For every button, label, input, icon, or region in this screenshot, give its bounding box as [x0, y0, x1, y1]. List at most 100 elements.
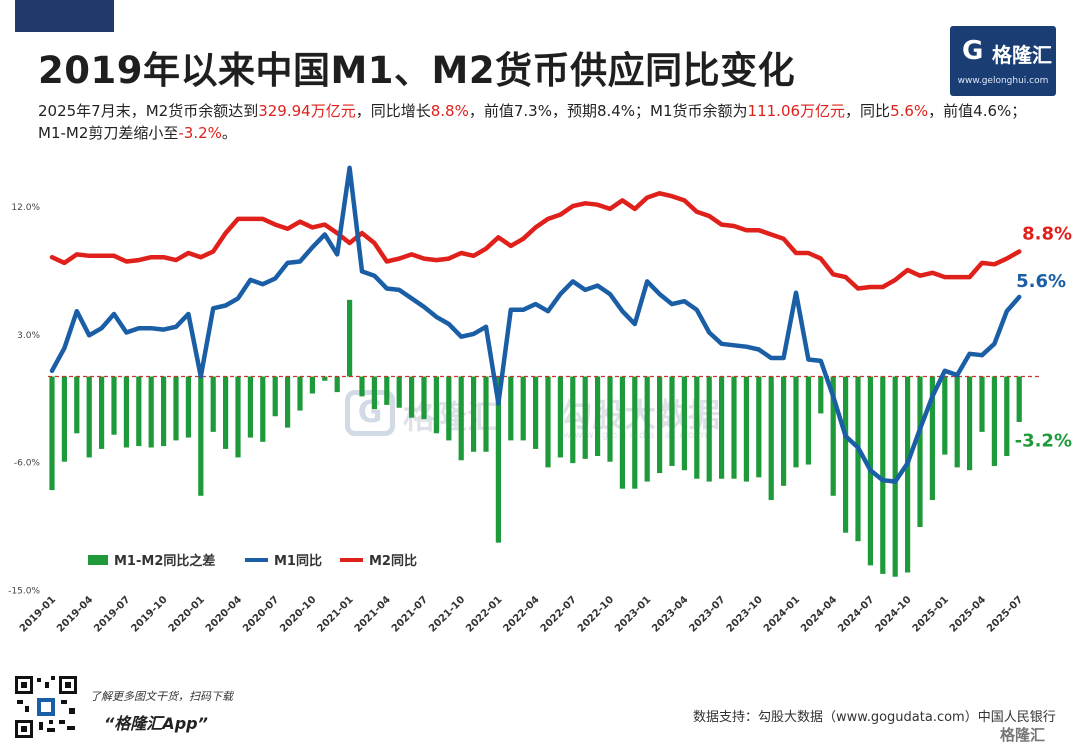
bar-m1-m2-diff	[421, 376, 427, 420]
bar-m1-m2-diff	[247, 376, 253, 438]
bar-m1-m2-diff	[557, 376, 563, 458]
summary-part: ，前值4.6%；M1-M2剪刀差缩小至	[38, 102, 1027, 142]
bar-m1-m2-diff	[954, 376, 960, 468]
bar-m1-m2-diff	[334, 376, 340, 393]
x-tick-label: 2024-04	[799, 594, 839, 634]
bar-m1-m2-diff	[433, 376, 439, 434]
x-tick-label: 2025-04	[948, 594, 988, 634]
bar-m1-m2-diff	[619, 376, 625, 489]
bar-m1-m2-diff	[99, 376, 105, 449]
logo-mark-icon: G	[962, 36, 984, 66]
x-tick-label: 2022-07	[539, 594, 579, 634]
x-tick-label: 2021-04	[353, 594, 393, 634]
summary-part: ，同比增长	[355, 102, 431, 120]
bar-m1-m2-diff	[136, 376, 142, 447]
brand-logo[interactable]: G 格隆汇 www.gelonghui.com	[950, 26, 1056, 96]
end-label-m2: 8.8%	[1022, 224, 1072, 245]
bar-m1-m2-diff	[681, 376, 687, 471]
bar-m1-m2-diff	[892, 376, 898, 577]
bar-m1-m2-diff	[86, 376, 92, 458]
bar-m1-m2-diff	[991, 376, 997, 466]
bar-m1-m2-diff	[297, 376, 303, 411]
bar-m1-m2-diff	[61, 376, 67, 462]
x-tick-label: 2021-10	[427, 594, 467, 634]
x-tick-label: 2020-10	[278, 594, 318, 634]
bar-m1-m2-diff	[644, 376, 650, 482]
bar-m1-m2-diff	[830, 376, 836, 496]
bar-m1-m2-diff	[508, 376, 514, 441]
x-tick-label: 2025-01	[911, 594, 951, 634]
bar-m1-m2-diff	[731, 376, 737, 479]
bar-m1-m2-diff	[917, 376, 923, 528]
y-tick-label: 12.0%	[11, 203, 40, 213]
bar-m1-m2-diff	[781, 376, 787, 486]
y-tick-label: -15.0%	[8, 587, 40, 597]
bar-m1-m2-diff	[805, 376, 811, 465]
watermark-logo-icon: G	[345, 390, 395, 436]
bar-m1-m2-diff	[657, 376, 663, 474]
bar-m1-m2-diff	[285, 376, 291, 428]
qr-code-icon[interactable]	[13, 674, 79, 740]
bar-m1-m2-diff	[309, 376, 315, 394]
bar-m1-m2-diff	[669, 376, 675, 466]
legend-label-m2: M2同比	[369, 553, 417, 569]
bar-m1-m2-diff	[148, 376, 154, 448]
download-hint: 了解更多图文干货，扫码下载	[90, 690, 233, 703]
footer-brand: 格隆汇	[1000, 726, 1046, 744]
summary-m1-balance: 111.06万亿元	[747, 102, 846, 120]
bar-m1-m2-diff	[793, 376, 799, 468]
bar-m1-m2-diff	[719, 376, 725, 479]
data-source: 数据支持：勾股大数据（www.gogudata.com）中国人民银行	[693, 710, 1056, 725]
x-tick-label: 2025-07	[985, 594, 1025, 634]
y-tick-label: -6.0%	[14, 459, 41, 469]
legend-swatch-diff	[88, 555, 108, 565]
bar-m1-m2-diff	[322, 376, 328, 381]
x-tick-label: 2020-04	[204, 594, 244, 634]
bar-m1-m2-diff	[520, 376, 526, 441]
bar-m1-m2-diff	[905, 376, 911, 573]
summary-part: ，同比	[845, 102, 891, 120]
corner-accent-bar	[15, 0, 114, 32]
x-tick-label: 2022-01	[464, 594, 504, 634]
summary-scissors-gap: -3.2%	[178, 124, 222, 142]
summary-text: 2025年7月末，M2货币余额达到329.94万亿元，同比增长8.8%，前值7.…	[38, 100, 1028, 144]
bar-m1-m2-diff	[607, 376, 613, 462]
bar-m1-m2-diff	[173, 376, 179, 441]
x-tick-label: 2023-10	[725, 594, 765, 634]
x-tick-label: 2019-04	[55, 594, 95, 634]
bar-m1-m2-diff	[1016, 376, 1022, 422]
x-tick-label: 2019-01	[18, 594, 58, 634]
bar-m1-m2-diff	[198, 376, 204, 496]
x-tick-label: 2023-04	[650, 594, 690, 634]
x-tick-label: 2023-01	[613, 594, 653, 634]
logo-url: www.gelonghui.com	[957, 76, 1049, 86]
page-title: 2019年以来中国M1、M2货币供应同比变化	[38, 49, 796, 92]
bar-m1-m2-diff	[409, 376, 415, 418]
bar-m1-m2-diff	[446, 376, 452, 441]
x-tick-label: 2022-10	[576, 594, 616, 634]
y-tick-label: 3.0%	[17, 331, 40, 341]
x-tick-label: 2019-10	[129, 594, 169, 634]
bar-m1-m2-diff	[483, 376, 489, 452]
bar-m1-m2-diff	[855, 376, 861, 542]
m1-m2-chart: 12.0% 3.0% -6.0% -15.0% 8.8% 5.6% -3.2% M1-M2同比…	[8, 165, 1072, 635]
legend-label-m1: M1同比	[274, 553, 322, 569]
x-tick-label: 2020-07	[241, 594, 281, 634]
summary-m1-growth: 5.6%	[890, 102, 929, 120]
x-tick-label: 2023-07	[687, 594, 727, 634]
x-tick-label: 2020-01	[167, 594, 207, 634]
bar-m1-m2-diff	[235, 376, 241, 458]
bar-m1-m2-diff	[979, 376, 985, 432]
line-m1	[49, 165, 1022, 484]
bar-m1-m2-diff	[359, 376, 365, 397]
bar-m1-m2-diff	[768, 376, 774, 501]
bar-m1-m2-diff	[210, 376, 216, 432]
app-name: “格隆汇App”	[104, 714, 208, 733]
bar-m1-m2-diff	[272, 376, 278, 417]
bar-m1-m2-diff	[880, 376, 886, 574]
bar-m1-m2-diff	[929, 376, 935, 501]
summary-part: 。	[221, 124, 237, 142]
summary-m2-growth: 8.8%	[430, 102, 469, 120]
x-tick-label: 2024-01	[762, 594, 802, 634]
end-label-diff: -3.2%	[1015, 430, 1072, 451]
